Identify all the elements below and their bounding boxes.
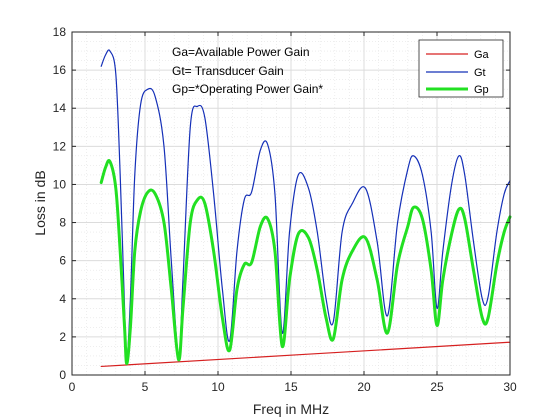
- y-tick-label: 12: [53, 139, 67, 153]
- x-tick-label: 10: [211, 380, 225, 394]
- legend-label-gp: Gp: [474, 84, 489, 96]
- legend: Ga Gt Gp: [418, 39, 504, 98]
- x-tick-label: 20: [357, 380, 371, 394]
- series-line-gp: [99, 159, 512, 366]
- series-line-gt: [100, 49, 511, 363]
- y-tick-label: 2: [59, 330, 66, 344]
- x-tick-label: 25: [430, 380, 444, 394]
- legend-label-gt: Gt: [474, 67, 486, 79]
- legend-label-ga: Ga: [474, 49, 490, 61]
- x-axis-label: Freq in MHz: [253, 401, 329, 417]
- y-tick-label: 6: [59, 254, 66, 268]
- y-tick-label: 0: [59, 368, 66, 382]
- y-axis-label: Loss in dB: [32, 170, 48, 235]
- y-tick-label: 18: [53, 25, 67, 39]
- x-tick-label: 30: [503, 380, 517, 394]
- y-tick-label: 16: [53, 63, 67, 77]
- series-layer: [99, 49, 512, 368]
- x-tick-label: 5: [142, 380, 149, 394]
- y-tick-label: 8: [59, 216, 66, 230]
- y-tick-label: 14: [53, 101, 67, 115]
- x-tick-label: 15: [284, 380, 298, 394]
- axis-ticks: 0 5 10 15 20 25 30 0 2 4 6 8 10 12 14 16 18: [53, 25, 517, 394]
- annotation-line-2: Gt= Transducer Gain: [172, 64, 284, 78]
- y-tick-label: 4: [59, 292, 66, 306]
- series-line-ga: [100, 341, 511, 368]
- annotation-line-1: Ga=Available Power Gain: [172, 45, 310, 59]
- y-tick-label: 10: [53, 177, 67, 191]
- annotation-line-3: Gp=*Operating Power Gain*: [172, 82, 323, 96]
- x-tick-label: 0: [69, 380, 76, 394]
